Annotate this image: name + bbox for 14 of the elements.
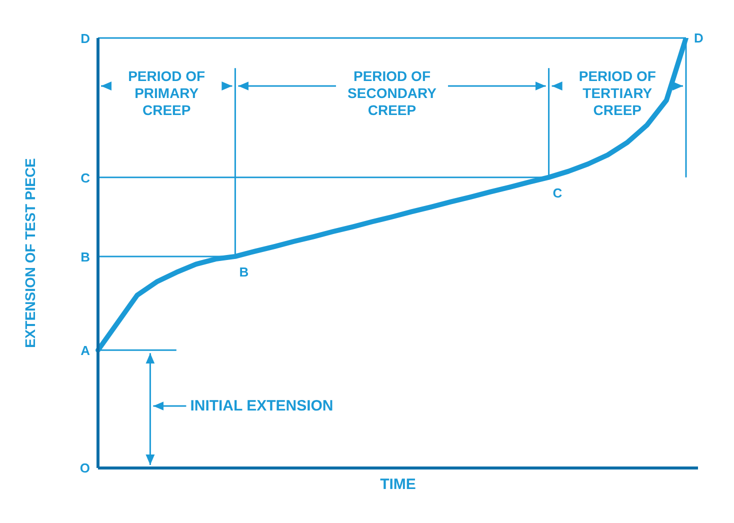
text: O — [80, 460, 90, 476]
annotation: C — [552, 186, 562, 201]
annotation: PERIOD OF TERTIARY CREEP — [578, 68, 657, 119]
ref-line-label: B — [80, 249, 90, 264]
ref-line-label: A — [80, 343, 91, 358]
x-axis-title: TIME — [380, 476, 416, 493]
ref-line-label: C — [80, 170, 91, 186]
annotation: PERIOD OF PRIMARY CREEP — [127, 68, 206, 119]
annotation: INITIAL EXTENSION — [190, 398, 334, 414]
annotation: PERIOD OF SECONDARY CREEP — [346, 68, 438, 119]
y-axis-title: EXTENSION OF TEST PIECE — [22, 158, 38, 348]
annotation: B — [239, 264, 249, 280]
text: D — [694, 30, 704, 46]
ref-line-label: D — [80, 31, 90, 46]
